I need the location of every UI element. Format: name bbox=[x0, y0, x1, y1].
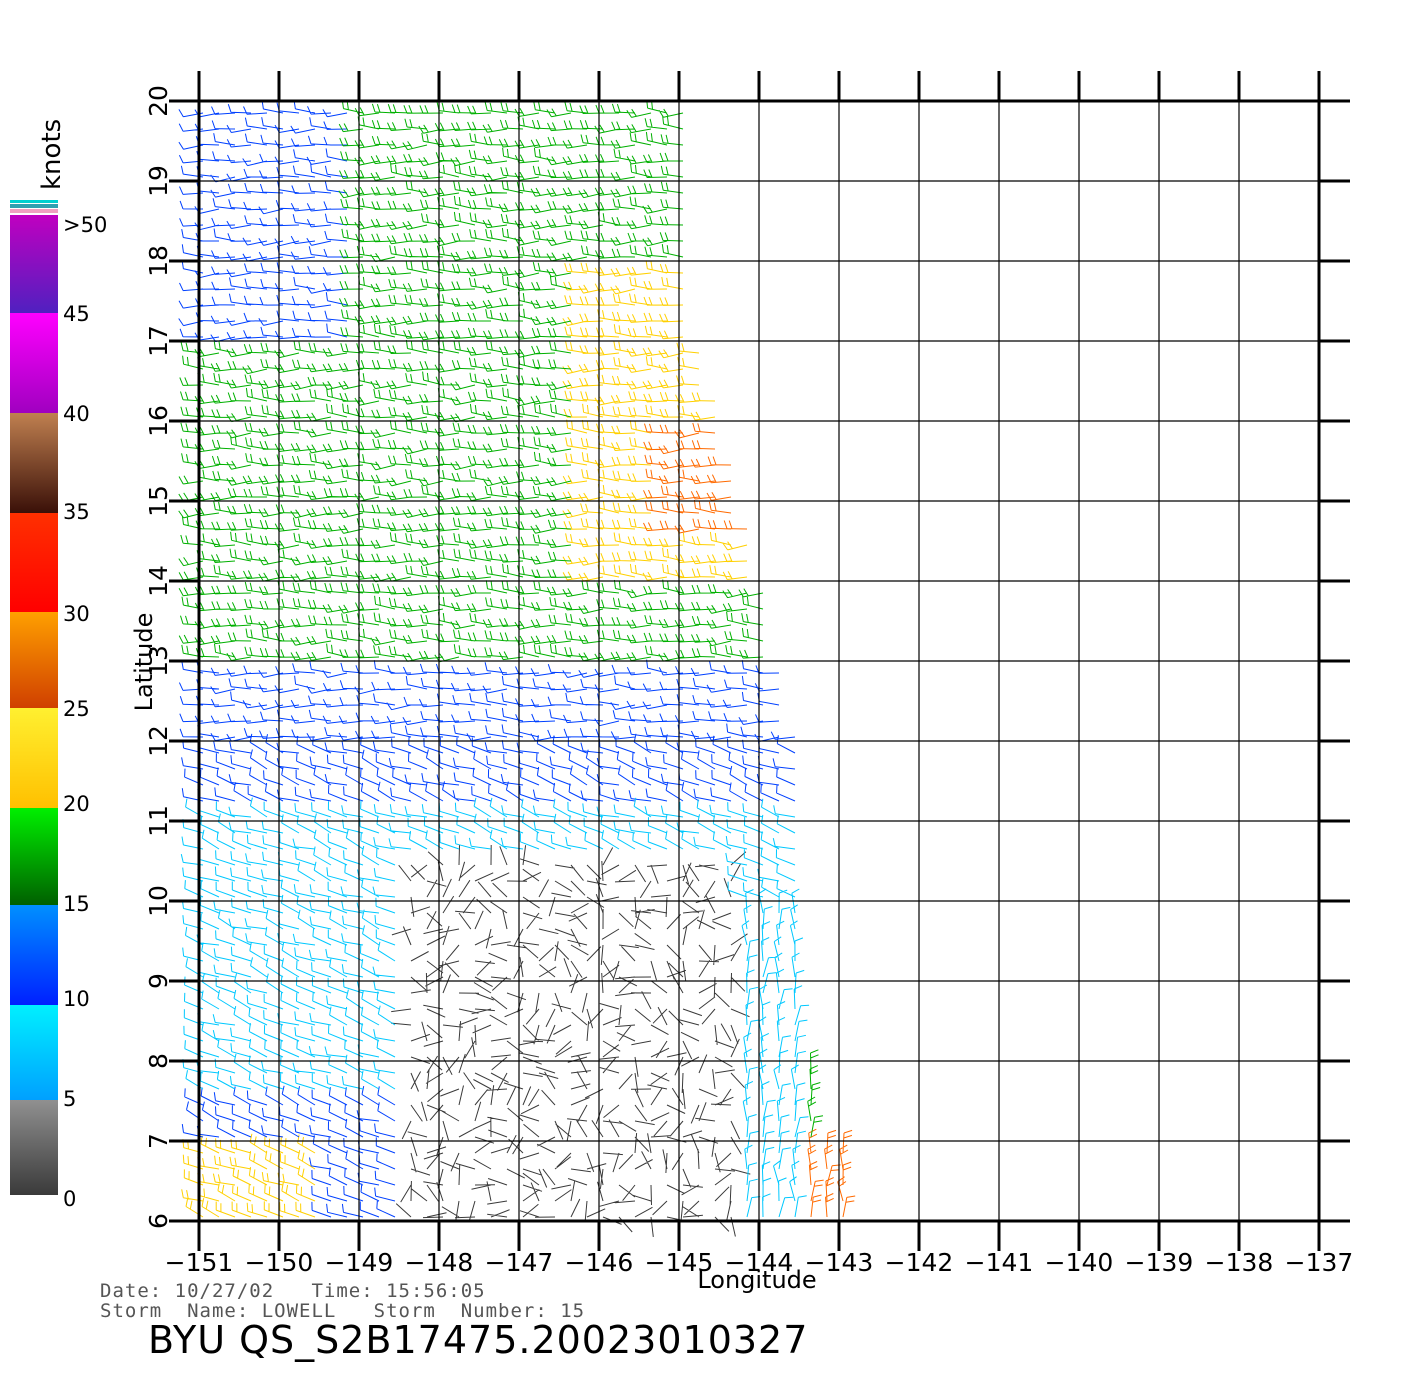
x-axis-label: Longitude bbox=[697, 1266, 816, 1294]
date-time-line: Date: 10/27/02 Time: 15:56:05 bbox=[100, 1280, 486, 1302]
x-tick-label: −141 bbox=[965, 1248, 1034, 1277]
colorbar-segment bbox=[10, 1005, 58, 1100]
colorbar-label: 15 bbox=[63, 892, 90, 916]
y-tick-label: 17 bbox=[144, 325, 173, 357]
y-tick-label: 8 bbox=[144, 1053, 173, 1069]
y-tick-label: 16 bbox=[144, 405, 173, 437]
x-tick-label: −137 bbox=[1285, 1248, 1354, 1277]
x-tick-label: −144 bbox=[725, 1248, 794, 1277]
y-tick-label: 6 bbox=[144, 1213, 173, 1229]
product-id: BYU QS_S2B17475.20023010327 bbox=[148, 1318, 809, 1362]
colorbar-top-stripe bbox=[10, 200, 58, 203]
y-tick-label: 20 bbox=[144, 85, 173, 117]
wind-barb-group bbox=[181, 260, 748, 1218]
y-tick-label: 15 bbox=[144, 485, 173, 517]
colorbar-segment bbox=[10, 413, 58, 513]
wind-barb-group bbox=[391, 844, 751, 1237]
wind-barb-group bbox=[643, 422, 856, 1218]
axes: −151 −150 −149 −148 −147 −146 −145 −144 −143 −142… bbox=[144, 71, 1353, 1277]
x-tick-label: −149 bbox=[325, 1248, 394, 1277]
colorbar-segment bbox=[10, 708, 58, 808]
x-tick-label: −140 bbox=[1045, 1248, 1114, 1277]
wind-barb-group bbox=[178, 99, 824, 1138]
axis-frame bbox=[169, 71, 1350, 1251]
y-tick-label: 10 bbox=[144, 885, 173, 917]
colorbar-label: 45 bbox=[63, 302, 90, 326]
colorbar-segment bbox=[10, 313, 58, 413]
y-tick-label: 12 bbox=[144, 725, 173, 757]
y-axis-label: Latitude bbox=[130, 613, 158, 712]
colorbar-title: knots bbox=[37, 119, 67, 190]
colorbar-label: 35 bbox=[63, 500, 90, 524]
x-tick-label: −148 bbox=[405, 1248, 474, 1277]
wind-barb-group bbox=[178, 100, 796, 1218]
y-tick-label: 9 bbox=[144, 973, 173, 989]
y-tick-label: 11 bbox=[144, 805, 173, 837]
y-tick-label: 14 bbox=[144, 565, 173, 597]
x-tick-label: −146 bbox=[565, 1248, 634, 1277]
grid-lines bbox=[198, 100, 1320, 1222]
y-tick-label: 19 bbox=[144, 165, 173, 197]
colorbar: 0 5 10 15 20 25 30 35 40 45 >50 bbox=[10, 200, 107, 1211]
colorbar-label: 0 bbox=[63, 1187, 76, 1211]
storm-info-line: Storm Name: LOWELL Storm Number: 15 bbox=[100, 1300, 586, 1322]
wind-barb-group bbox=[180, 797, 810, 1218]
y-tick-label: 18 bbox=[144, 245, 173, 277]
x-tick-label: −143 bbox=[805, 1248, 874, 1277]
colorbar-label: 5 bbox=[63, 1087, 76, 1111]
colorbar-segment bbox=[10, 513, 58, 612]
wind-barbs bbox=[178, 99, 856, 1237]
x-tick-label: −147 bbox=[485, 1248, 554, 1277]
y-tick-label: 7 bbox=[144, 1133, 173, 1149]
x-tick-label: −150 bbox=[245, 1248, 314, 1277]
y-tick-label: 13 bbox=[144, 645, 173, 677]
colorbar-top-stripe bbox=[10, 204, 58, 208]
x-tick-label: −151 bbox=[165, 1248, 234, 1277]
colorbar-segment bbox=[10, 905, 58, 1005]
x-tick-label: −142 bbox=[885, 1248, 954, 1277]
colorbar-segment bbox=[10, 215, 58, 313]
x-tick-label: −145 bbox=[645, 1248, 714, 1277]
grid bbox=[198, 100, 1320, 1222]
colorbar-label: >50 bbox=[63, 213, 107, 237]
colorbar-segment bbox=[10, 612, 58, 708]
colorbar-label: 30 bbox=[63, 602, 90, 626]
colorbar-top-stripe bbox=[10, 209, 58, 213]
x-tick-label: −139 bbox=[1125, 1248, 1194, 1277]
colorbar-segment bbox=[10, 1100, 58, 1195]
colorbar-segment bbox=[10, 808, 58, 905]
colorbar-label: 40 bbox=[63, 402, 90, 426]
colorbar-label: 25 bbox=[63, 697, 90, 721]
colorbar-label: 10 bbox=[63, 987, 90, 1011]
x-tick-label: −138 bbox=[1205, 1248, 1274, 1277]
colorbar-label: 20 bbox=[63, 792, 90, 816]
